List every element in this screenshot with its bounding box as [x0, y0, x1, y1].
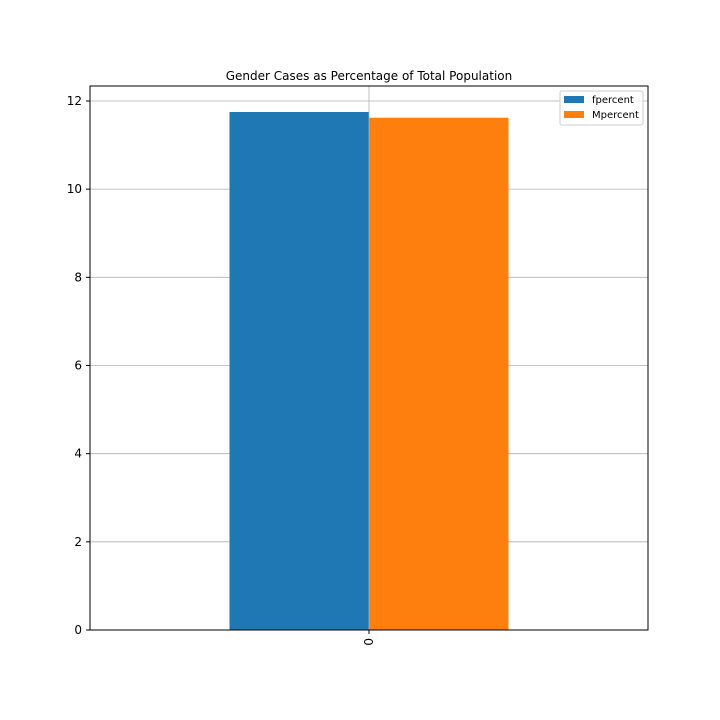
bar-Mpercent	[369, 117, 509, 631]
y-tick-label: 8	[74, 270, 82, 284]
x-tick-label: 0	[362, 638, 376, 646]
y-axis-ticks: 0 2 4 6 8 10 12	[67, 94, 90, 637]
legend-swatch	[564, 111, 584, 118]
x-axis-ticks: 0	[362, 630, 376, 646]
y-tick-label: 4	[74, 447, 82, 461]
legend: fpercent Mpercent	[559, 90, 644, 126]
chart-title: Gender Cases as Percentage of Total Popu…	[226, 69, 512, 83]
legend-swatch	[564, 96, 584, 103]
y-tick-label: 2	[74, 535, 82, 549]
legend-label: fpercent	[592, 95, 634, 106]
bars	[229, 112, 509, 631]
y-tick-label: 12	[67, 94, 82, 108]
y-tick-label: 6	[74, 358, 82, 372]
y-tick-label: 0	[74, 623, 82, 637]
y-tick-label: 10	[67, 182, 82, 196]
bar-fpercent	[229, 112, 369, 631]
legend-label: Mpercent	[592, 110, 639, 121]
